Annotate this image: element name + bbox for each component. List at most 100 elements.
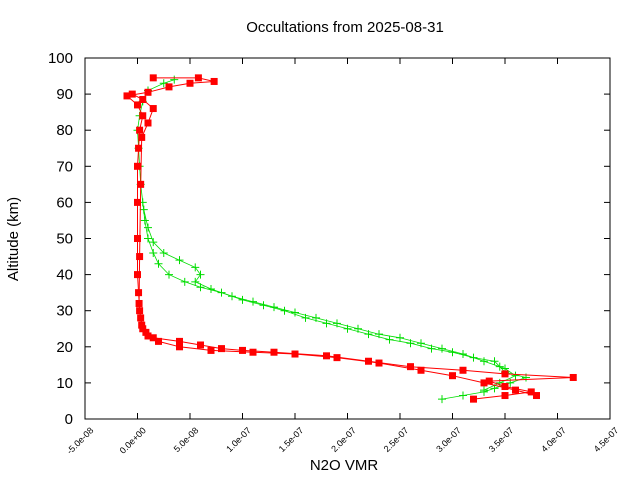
data-point — [149, 248, 158, 257]
y-tick-label: 60 — [56, 194, 73, 211]
x-tick-label: 2.5e-07 — [382, 425, 411, 454]
data-point — [149, 334, 157, 342]
data-point — [527, 388, 535, 396]
data-point — [459, 366, 467, 374]
series-line — [125, 77, 574, 400]
data-point — [134, 162, 141, 170]
data-point — [186, 79, 194, 87]
y-tick-label: 80 — [56, 122, 73, 139]
y-axis-label: Altitude (km) — [5, 197, 22, 281]
data-point — [210, 77, 218, 85]
data-point — [323, 352, 330, 360]
x-tick-label: 5.0e-08 — [172, 425, 201, 454]
data-point — [501, 383, 509, 391]
data-point — [165, 83, 173, 91]
data-point — [385, 335, 394, 344]
x-tick-label: 4.0e-07 — [539, 425, 568, 454]
series-4 — [128, 90, 540, 400]
x-axis-label: N2O VMR — [310, 457, 379, 474]
data-point — [333, 354, 341, 362]
y-tick-label: 90 — [56, 86, 73, 103]
series-line — [132, 93, 537, 396]
data-point — [134, 271, 141, 279]
data-point — [569, 373, 577, 381]
x-tick-label: 3.5e-07 — [487, 425, 516, 454]
data-point — [134, 101, 141, 109]
data-point — [175, 256, 184, 265]
data-point — [197, 341, 204, 349]
data-point — [139, 112, 147, 120]
y-tick-label: 70 — [56, 158, 73, 175]
x-tick-label: -5.0e-08 — [65, 425, 96, 456]
y-tick-label: 10 — [56, 375, 73, 392]
data-point — [249, 348, 257, 356]
y-tick-label: 100 — [48, 50, 73, 67]
data-point — [501, 392, 509, 400]
data-point — [480, 379, 488, 387]
data-point — [136, 253, 144, 261]
plot-frame — [84, 57, 611, 420]
data-point — [438, 344, 446, 353]
data-point — [144, 88, 152, 96]
y-tick-label: 30 — [56, 303, 73, 320]
data-point — [333, 319, 341, 328]
data-point — [139, 96, 147, 104]
data-point — [438, 395, 446, 404]
y-tick-label: 0 — [65, 411, 73, 428]
data-point — [249, 297, 257, 306]
data-point — [180, 277, 189, 286]
data-point — [459, 350, 467, 359]
data-point — [123, 92, 131, 100]
data-point — [291, 308, 299, 317]
y-tick-label: 50 — [56, 231, 73, 248]
data-point — [270, 303, 278, 312]
data-point — [375, 359, 383, 367]
series-1 — [133, 75, 530, 404]
y-tick-label: 20 — [56, 339, 73, 356]
data-point — [170, 75, 179, 84]
data-point — [218, 345, 225, 353]
data-point — [480, 386, 488, 395]
data-point — [135, 144, 143, 152]
data-point — [165, 270, 173, 279]
x-tick-label: 3.0e-07 — [434, 425, 463, 454]
data-point — [137, 314, 145, 322]
data-point — [138, 133, 146, 141]
data-point — [176, 337, 183, 345]
data-point — [136, 126, 144, 134]
data-point — [239, 346, 246, 354]
data-point — [134, 235, 141, 242]
data-point — [196, 270, 205, 279]
data-point — [176, 343, 183, 351]
data-point — [291, 350, 299, 358]
data-point — [485, 377, 493, 385]
data-point — [270, 348, 278, 356]
series-line — [137, 79, 528, 400]
data-point — [140, 216, 149, 225]
series-layer — [123, 74, 577, 404]
data-point — [511, 371, 520, 380]
data-point — [459, 391, 467, 400]
data-point — [159, 248, 168, 257]
data-point — [512, 386, 519, 394]
data-point — [396, 333, 404, 342]
data-point — [128, 90, 136, 98]
data-point — [144, 332, 152, 340]
data-point — [470, 395, 477, 403]
data-point — [194, 74, 202, 82]
data-point — [354, 324, 362, 333]
data-point — [191, 277, 200, 286]
x-tick-label: 4.5e-07 — [592, 425, 621, 454]
data-point — [207, 346, 215, 354]
data-point — [134, 198, 141, 206]
data-point — [501, 370, 509, 378]
data-point — [191, 263, 200, 272]
data-point — [137, 180, 145, 188]
data-point — [144, 234, 152, 243]
chart-title: Occultations from 2025-08-31 — [246, 19, 444, 36]
data-point — [490, 357, 499, 366]
data-point — [533, 392, 540, 400]
data-point — [139, 205, 148, 214]
x-tick-label: 2.0e-07 — [329, 425, 358, 454]
